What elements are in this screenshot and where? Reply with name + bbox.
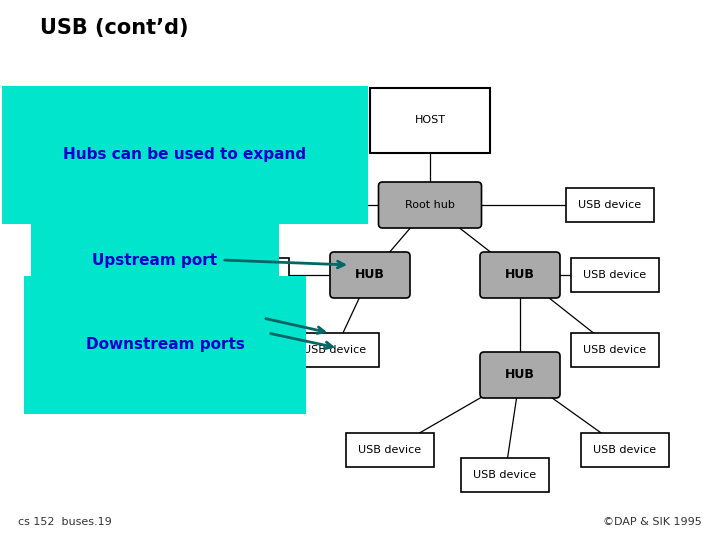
FancyBboxPatch shape (581, 433, 669, 467)
FancyBboxPatch shape (480, 352, 560, 398)
Text: Root hub: Root hub (405, 200, 455, 210)
Text: HUB: HUB (505, 368, 535, 381)
FancyBboxPatch shape (461, 458, 549, 492)
FancyBboxPatch shape (201, 258, 289, 292)
Text: USB device: USB device (213, 270, 276, 280)
FancyBboxPatch shape (379, 182, 482, 228)
Text: USB device: USB device (359, 445, 422, 455)
Text: HUB: HUB (505, 268, 535, 281)
Text: Downstream ports: Downstream ports (86, 338, 244, 353)
Text: Upstream port: Upstream port (92, 253, 217, 267)
Text: HOST: HOST (415, 115, 446, 125)
Text: HUB: HUB (355, 268, 385, 281)
Text: USB device: USB device (238, 200, 302, 210)
FancyBboxPatch shape (346, 433, 434, 467)
FancyBboxPatch shape (571, 333, 659, 367)
Text: USB device: USB device (583, 270, 647, 280)
FancyBboxPatch shape (480, 252, 560, 298)
Text: USB device: USB device (474, 470, 536, 480)
FancyBboxPatch shape (330, 252, 410, 298)
FancyBboxPatch shape (291, 333, 379, 367)
Text: cs 152  buses.19: cs 152 buses.19 (18, 517, 112, 527)
Text: ©DAP & SIK 1995: ©DAP & SIK 1995 (603, 517, 702, 527)
FancyBboxPatch shape (566, 188, 654, 222)
FancyBboxPatch shape (226, 188, 314, 222)
FancyBboxPatch shape (571, 258, 659, 292)
Text: USB device: USB device (583, 345, 647, 355)
Text: USB device: USB device (593, 445, 657, 455)
Text: Hubs can be used to expand: Hubs can be used to expand (63, 147, 307, 163)
Text: USB device: USB device (578, 200, 642, 210)
FancyBboxPatch shape (370, 87, 490, 152)
Text: USB device: USB device (303, 345, 366, 355)
Text: USB (cont’d): USB (cont’d) (40, 18, 189, 38)
